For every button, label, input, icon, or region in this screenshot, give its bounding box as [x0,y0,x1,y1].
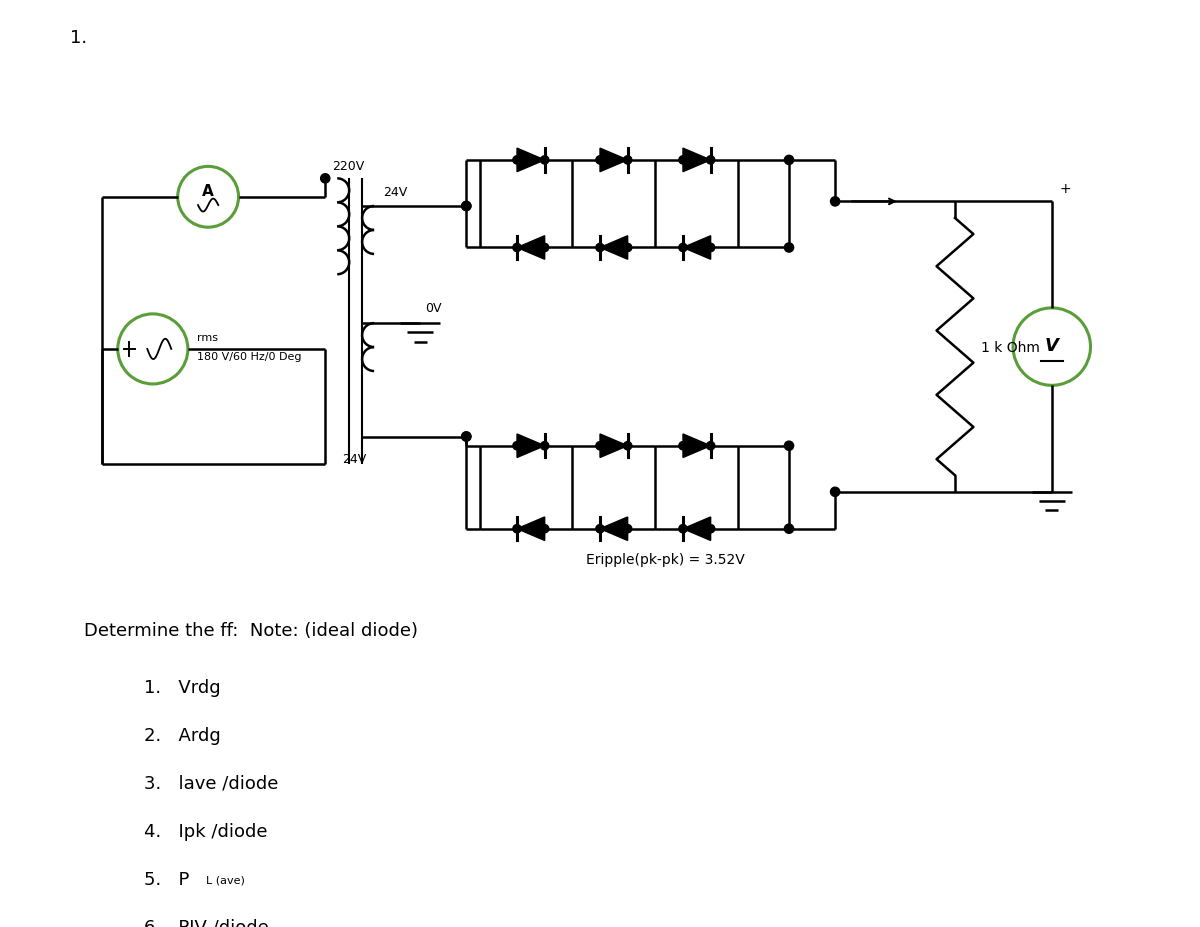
Polygon shape [600,517,628,540]
Circle shape [707,157,715,165]
Polygon shape [517,435,545,458]
Circle shape [679,442,688,451]
Text: 6.   PIV /diode: 6. PIV /diode [144,918,269,927]
Circle shape [785,156,793,165]
Circle shape [512,525,521,533]
Circle shape [540,157,548,165]
Circle shape [596,525,604,533]
Circle shape [624,525,632,533]
Circle shape [512,244,521,252]
Circle shape [785,441,793,451]
Text: rms: rms [197,332,218,342]
Circle shape [679,525,688,533]
Circle shape [679,244,688,252]
Circle shape [596,442,604,451]
Text: 4.   Ipk /diode: 4. Ipk /diode [144,822,268,840]
Text: +: + [1060,182,1070,196]
Text: 2.   Ardg: 2. Ardg [144,726,221,744]
Circle shape [512,157,521,165]
Circle shape [707,525,715,533]
Circle shape [679,157,688,165]
Text: Determine the ff:  Note: (ideal diode): Determine the ff: Note: (ideal diode) [84,621,418,640]
Circle shape [462,202,470,211]
Circle shape [462,432,470,441]
Circle shape [320,174,330,184]
Text: 0V: 0V [425,302,442,315]
Circle shape [596,157,604,165]
Text: 1 k Ohm: 1 k Ohm [980,340,1039,354]
Polygon shape [683,435,710,458]
Circle shape [540,525,548,533]
Circle shape [540,244,548,252]
Circle shape [624,244,632,252]
Text: 5.   P: 5. P [144,870,188,888]
Polygon shape [600,149,628,172]
Polygon shape [683,149,710,172]
Polygon shape [683,236,710,260]
Circle shape [785,244,793,253]
Polygon shape [517,149,545,172]
Circle shape [707,244,715,252]
Circle shape [830,488,840,497]
Circle shape [512,442,521,451]
Text: A: A [203,184,214,198]
Text: 24V: 24V [383,185,408,198]
Text: 24V: 24V [342,452,366,465]
Text: 180 V/60 Hz/0 Deg: 180 V/60 Hz/0 Deg [197,351,301,362]
Circle shape [707,442,715,451]
Circle shape [462,202,470,211]
Text: 1.: 1. [70,29,86,47]
Circle shape [462,432,470,441]
Polygon shape [517,517,545,540]
Text: Eripple(pk-pk) = 3.52V: Eripple(pk-pk) = 3.52V [586,552,745,566]
Polygon shape [600,435,628,458]
Circle shape [785,525,793,534]
Text: V: V [1045,337,1058,354]
Circle shape [624,157,632,165]
Circle shape [540,442,548,451]
Polygon shape [600,236,628,260]
Polygon shape [517,236,545,260]
Text: L (ave): L (ave) [206,874,245,884]
Text: 220V: 220V [331,160,364,173]
Circle shape [830,197,840,207]
Polygon shape [683,517,710,540]
Text: 3.   lave /diode: 3. lave /diode [144,774,278,792]
Circle shape [624,442,632,451]
Circle shape [596,244,604,252]
Text: 1.   Vrdg: 1. Vrdg [144,679,221,696]
